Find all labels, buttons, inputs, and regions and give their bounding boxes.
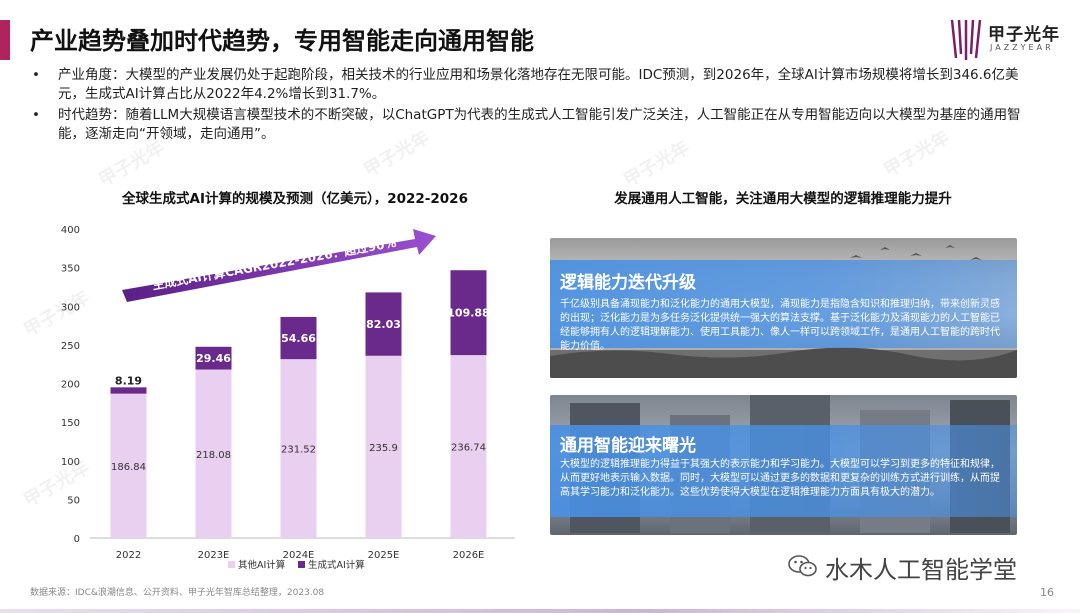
chart-legend: 其他AI计算 生成式AI计算	[228, 559, 365, 571]
y-tick-label: 150	[61, 418, 80, 429]
card-overlay	[550, 425, 1017, 517]
title-accent-bar	[0, 20, 10, 60]
data-label: 236.74	[451, 443, 486, 454]
data-label: 109.88	[447, 307, 489, 320]
data-label: 82.03	[366, 318, 401, 331]
y-tick-label: 50	[67, 495, 80, 506]
bar-generative-ai	[450, 270, 487, 356]
y-tick-label: 250	[61, 341, 80, 352]
card-general-intelligence: 通用智能迎来曙光 大模型的逻辑推理能力得益于其强大的表示能力和学习能力。大模型可…	[550, 395, 1017, 535]
logo-icon	[950, 19, 982, 60]
data-label: 29.46	[196, 352, 231, 365]
wechat-icon	[788, 555, 817, 577]
legend-label: 其他AI计算	[238, 559, 285, 571]
y-tick-label: 200	[61, 380, 80, 391]
y-tick-label: 0	[74, 534, 80, 545]
y-tick-label: 400	[61, 225, 80, 236]
bullet-industry: 产业角度：大模型的产业发展仍处于起跑阶段，相关技术的行业应用和场景化落地存在无限…	[30, 66, 1040, 104]
bar-chart: 0 50 100 150 200 250 300 350 400 186.84 8.19 218.0…	[61, 225, 515, 571]
y-tick-label: 300	[61, 302, 80, 313]
bullet-era: 时代趋势：随着LLM大规模语言模型技术的不断突破，以ChatGPT为代表的生成式…	[30, 106, 1040, 144]
data-label: 231.52	[281, 445, 316, 456]
cagr-annotation: 生成式AI计算CAGR2022-2026：超过90%	[151, 235, 397, 293]
bar-generative-ai	[110, 387, 147, 394]
bar-other-ai	[110, 393, 147, 538]
bar-other-ai	[365, 355, 402, 538]
bar-generative-ai	[365, 292, 402, 356]
card-body: 大模型的逻辑推理能力得益于其强大的表示能力和学习能力。大模型可以学习到更多的特征…	[560, 459, 1000, 498]
bar-other-ai	[450, 355, 487, 538]
wechat-account-name: 水木人工智能学堂	[825, 556, 1017, 584]
data-label: 54.66	[281, 332, 316, 345]
y-tick-label: 100	[61, 457, 80, 468]
x-axis-labels: 2022 2023E 2024E 2025E 2026E	[116, 550, 485, 561]
card-heading: 逻辑能力迭代升级	[560, 273, 696, 293]
x-tick-label: 2024E	[283, 550, 315, 561]
card-overlay	[550, 260, 1017, 348]
legend-swatch	[298, 561, 305, 568]
bar-generative-ai	[195, 346, 232, 370]
logo-text: 甲子光年	[988, 25, 1060, 45]
bar-generative-ai	[280, 316, 317, 360]
x-tick-label: 2023E	[198, 550, 230, 561]
data-label: 186.84	[111, 462, 146, 473]
x-tick-label: 2025E	[368, 550, 400, 561]
card-heading: 通用智能迎来曙光	[560, 436, 696, 456]
bars: 186.84 8.19 218.08 29.46 231.52 54.66 235.9 82.…	[110, 270, 490, 538]
landscape-image-icon	[550, 245, 1017, 378]
bottom-decorative-bar	[0, 609, 1080, 613]
page-title: 产业趋势叠加时代趋势，专用智能走向通用智能	[30, 27, 534, 55]
card-logic-ability: 逻辑能力迭代升级 千亿级别具备涌现能力和泛化能力的通用大模型，涌现能力是指隐含知…	[550, 238, 1017, 378]
data-label: 8.19	[115, 374, 142, 387]
card-body: 千亿级别具备涌现能力和泛化能力的通用大模型，涌现能力是指隐含知识和推理归纳，带来…	[560, 299, 1000, 352]
chart-title: 全球生成式AI计算的规模及预测（亿美元），2022-2026	[122, 191, 468, 207]
arrow-shape	[122, 229, 436, 302]
data-label: 218.08	[196, 450, 231, 461]
data-label: 235.9	[369, 443, 398, 454]
legend-label: 生成式AI计算	[308, 559, 365, 571]
page-number: 16	[1040, 586, 1054, 599]
bar-other-ai	[195, 369, 232, 538]
bar-other-ai	[280, 359, 317, 538]
cagr-arrow: 生成式AI计算CAGR2022-2026：超过90%	[122, 229, 436, 302]
bullet-list: 产业角度：大模型的产业发展仍处于起跑阶段，相关技术的行业应用和场景化落地存在无限…	[30, 66, 1040, 146]
data-source: 数据来源：IDC&浪潮信息、公开资料、甲子光年智库总结整理，2023.08	[30, 588, 325, 598]
x-tick-label: 2026E	[453, 550, 485, 561]
right-section-title: 发展通用人工智能，关注通用大模型的逻辑推理能力提升	[614, 191, 952, 207]
legend-swatch	[228, 561, 235, 568]
x-tick-label: 2022	[116, 550, 141, 561]
logo-subtext: JAZZYEAR	[990, 43, 1054, 52]
y-tick-label: 350	[61, 264, 80, 275]
